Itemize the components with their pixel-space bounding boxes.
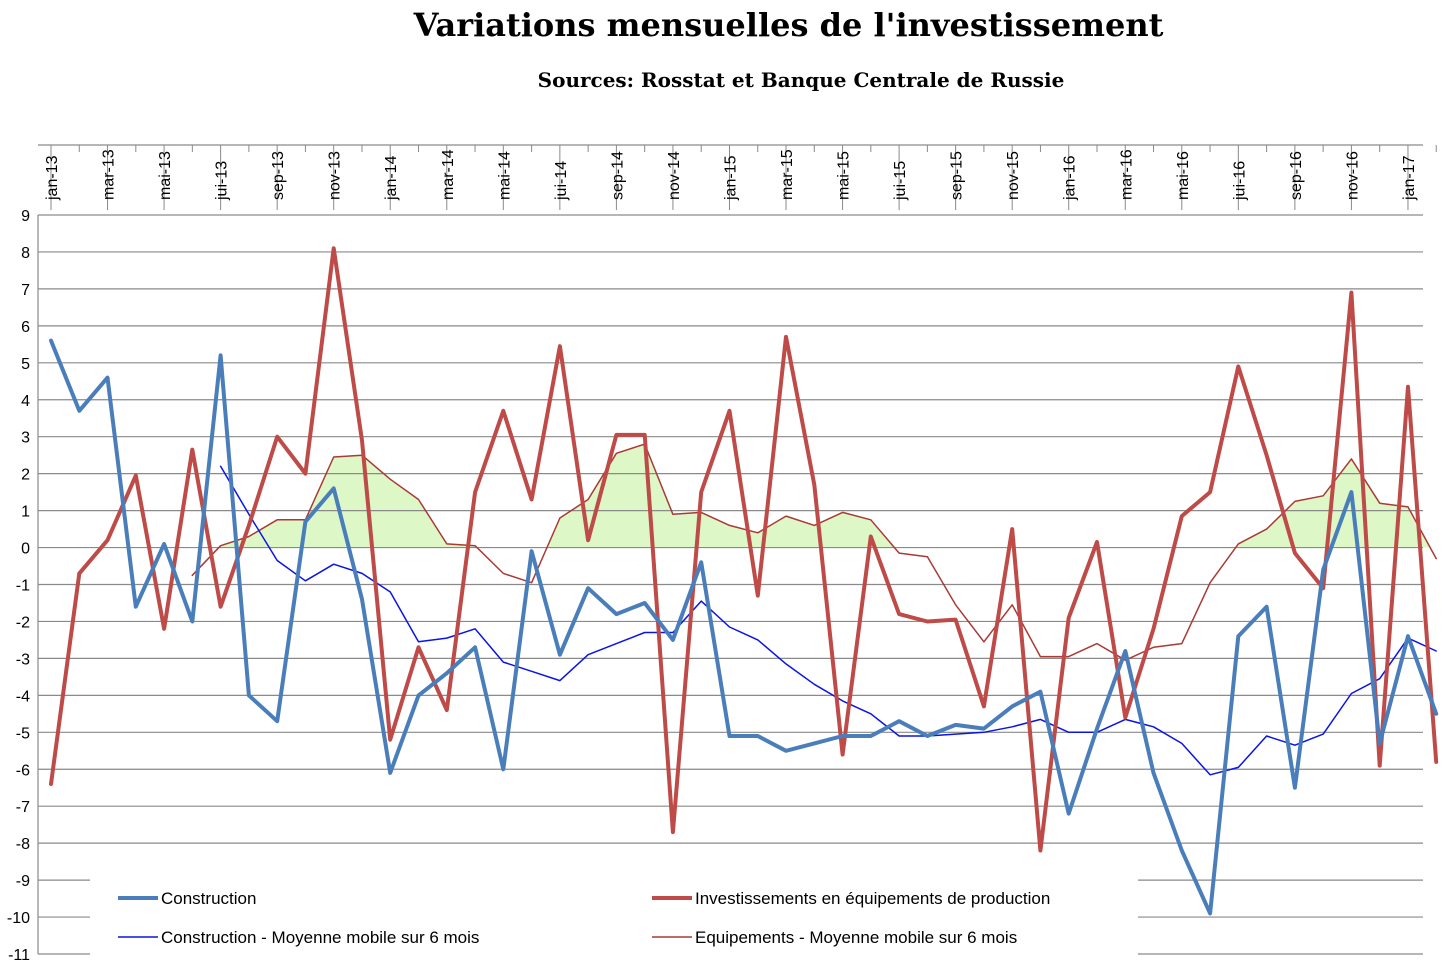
series-line bbox=[49, 246, 1439, 853]
x-tick-label: nov-13 bbox=[327, 151, 344, 200]
x-tick-label: mai-16 bbox=[1175, 151, 1192, 200]
legend-label: Investissements en équipements de produc… bbox=[695, 889, 1050, 908]
x-tick-label: jui-16 bbox=[1231, 161, 1248, 201]
y-tick-label: 8 bbox=[21, 245, 30, 262]
x-tick-label: jan-13 bbox=[44, 155, 61, 201]
series-line bbox=[219, 465, 1437, 776]
x-tick-label: nov-16 bbox=[1344, 151, 1361, 200]
positive-fill-area bbox=[218, 444, 1431, 548]
legend-label: Construction bbox=[161, 889, 256, 908]
x-tick-label: jan-16 bbox=[1062, 155, 1079, 201]
y-tick-label: -9 bbox=[16, 873, 30, 890]
x-tick-label: mai-15 bbox=[836, 151, 853, 200]
x-tick-label: jui-15 bbox=[892, 161, 909, 201]
chart-subtitle: Sources: Rosstat et Banque Centrale de R… bbox=[537, 68, 1065, 92]
y-tick-label: -6 bbox=[16, 762, 30, 779]
positive-fill-region bbox=[218, 455, 477, 548]
x-tick-label: sep-16 bbox=[1288, 151, 1305, 200]
x-tick-label: nov-15 bbox=[1005, 151, 1022, 200]
positive-fill-region bbox=[546, 444, 895, 548]
y-tick-label: 3 bbox=[21, 430, 30, 447]
series-line bbox=[191, 443, 1437, 661]
legend-box bbox=[90, 872, 1138, 958]
y-tick-label: -11 bbox=[8, 947, 30, 964]
y-tick-label: 9 bbox=[21, 208, 30, 225]
x-tick-label: sep-14 bbox=[609, 151, 626, 200]
y-tick-label: -5 bbox=[16, 725, 30, 742]
y-tick-label: -10 bbox=[7, 910, 30, 927]
y-tick-label: -4 bbox=[16, 688, 30, 705]
legend-label: Construction - Moyenne mobile sur 6 mois bbox=[161, 928, 479, 947]
x-tick-label: jan-14 bbox=[383, 155, 400, 201]
y-tick-label: 2 bbox=[21, 467, 30, 484]
x-tick-label: nov-14 bbox=[666, 151, 683, 200]
y-tick-label: 4 bbox=[21, 393, 30, 410]
x-tick-label: mar-15 bbox=[779, 149, 796, 200]
y-tick-label: 7 bbox=[21, 282, 30, 299]
x-tick-label: jui-13 bbox=[214, 161, 231, 201]
y-tick-label: 5 bbox=[21, 356, 30, 373]
y-tick-label: -1 bbox=[16, 578, 30, 595]
axes: 9 8 7 6 5 4 3 2 1 0 -1 -2 -3 -4 -5 -6 -7 -8 -9 -10 -11 jan-13… bbox=[7, 144, 1437, 964]
x-tick-label: mar-14 bbox=[440, 149, 457, 200]
y-tick-label: -7 bbox=[16, 799, 30, 816]
series-lines bbox=[49, 246, 1439, 916]
y-tick-label: 1 bbox=[21, 504, 30, 521]
y-tick-label: -2 bbox=[16, 614, 30, 631]
series-line bbox=[49, 338, 1439, 916]
x-tick-label: mar-13 bbox=[101, 149, 118, 200]
x-tick-label: jui-14 bbox=[553, 161, 570, 201]
x-tick-label: sep-13 bbox=[270, 151, 287, 200]
x-tick-label: mar-16 bbox=[1118, 149, 1135, 200]
y-tick-label: -8 bbox=[16, 836, 30, 853]
chart-title: Variations mensuelles de l'investissemen… bbox=[413, 6, 1164, 44]
x-tick-label: mai-14 bbox=[496, 151, 513, 200]
x-tick-label: mai-13 bbox=[157, 151, 174, 200]
y-tick-label: 6 bbox=[21, 319, 30, 336]
x-tick-label: sep-15 bbox=[949, 151, 966, 200]
y-tick-label: -3 bbox=[16, 651, 30, 668]
y-tick-label: 0 bbox=[21, 541, 30, 558]
x-tick-label: jan-17 bbox=[1401, 155, 1418, 201]
legend: Construction Investissements en équipemen… bbox=[90, 872, 1138, 958]
legend-label: Equipements - Moyenne mobile sur 6 mois bbox=[695, 928, 1017, 947]
x-tick-label: jan-15 bbox=[722, 155, 739, 201]
